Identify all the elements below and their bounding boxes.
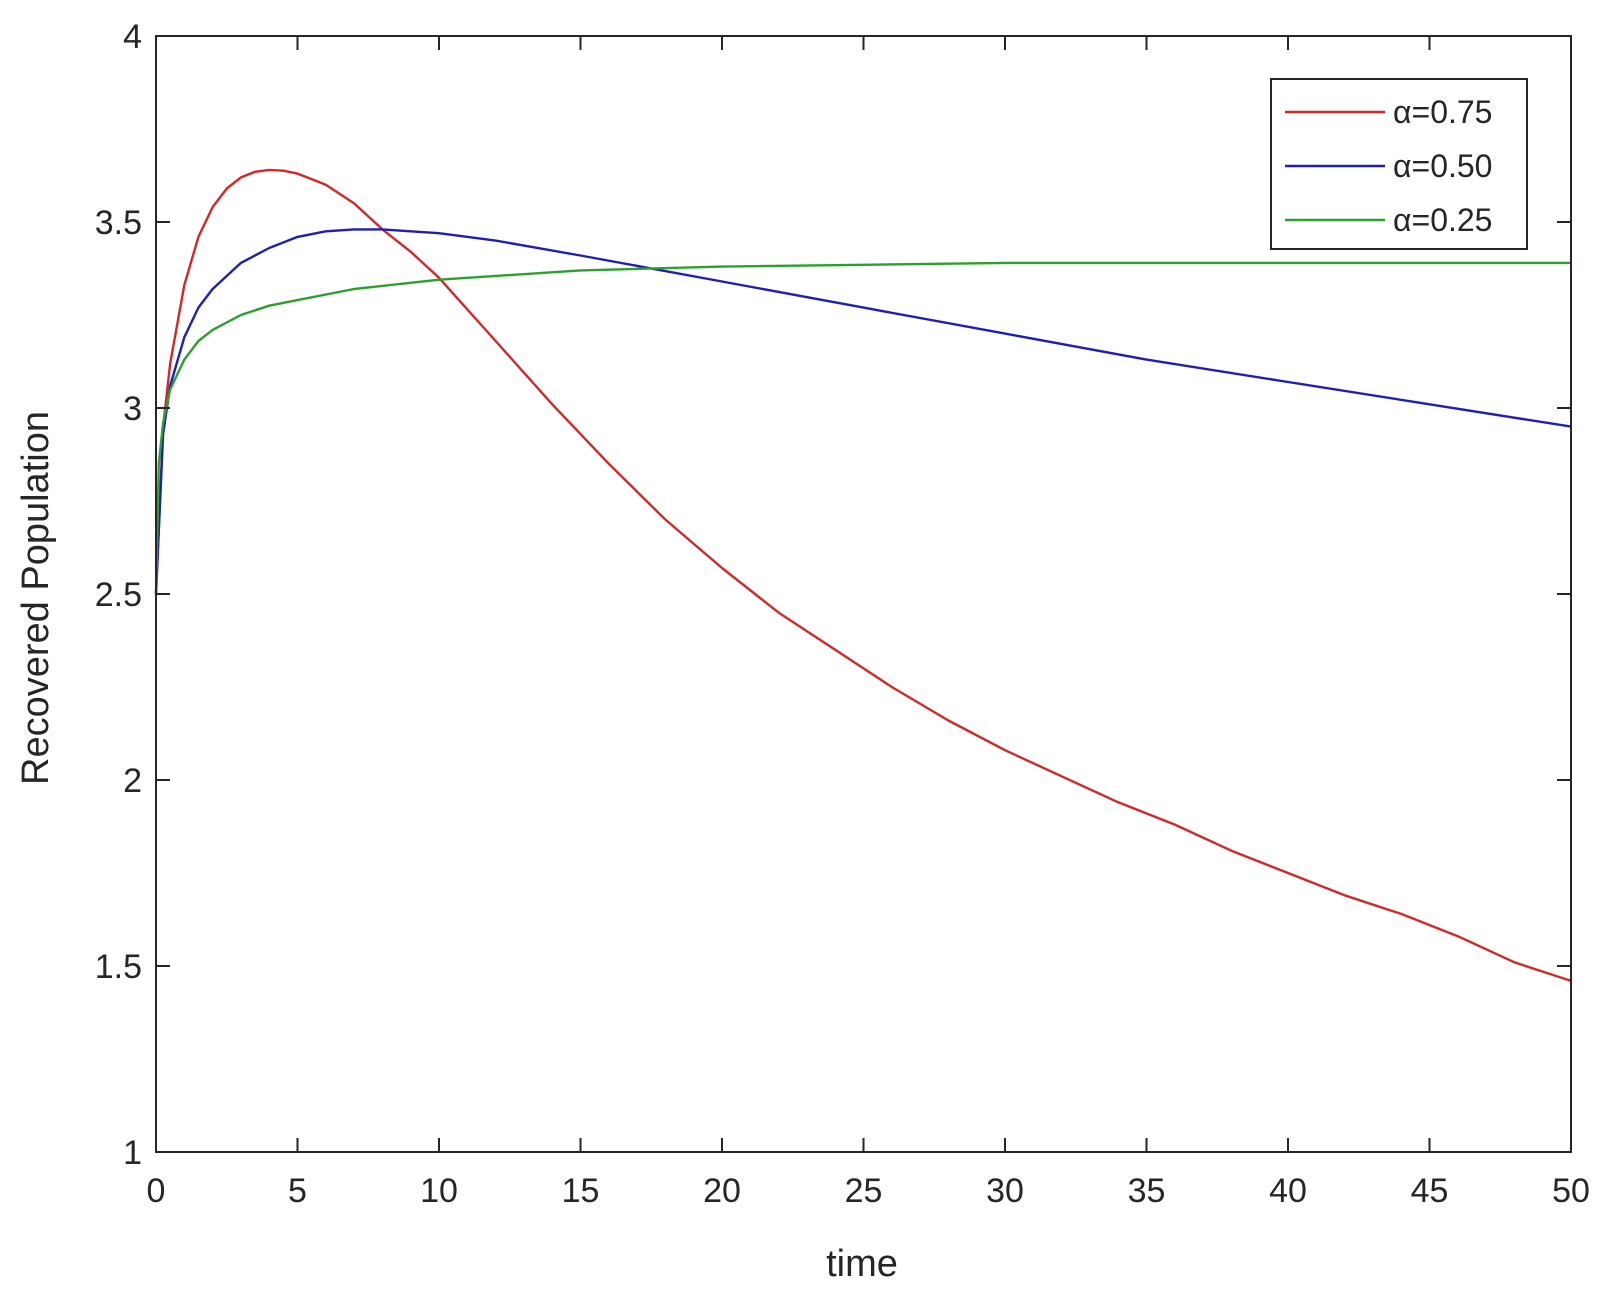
- x-tick-label: 0: [147, 1172, 166, 1210]
- x-tick-label: 45: [1411, 1172, 1449, 1210]
- x-tick-label: 10: [420, 1172, 458, 1210]
- x-tick-label: 15: [562, 1172, 600, 1210]
- series-line-1: [154, 228, 1573, 596]
- x-axis-label: time: [826, 1243, 898, 1285]
- y-tick-label: 2.5: [95, 576, 142, 614]
- x-tick-label: 40: [1269, 1172, 1307, 1210]
- legend-entry-0: α=0.75: [1393, 94, 1492, 130]
- x-axis-ticks: 0 5 10 15 20 25 30 35 40 45 50: [147, 36, 1590, 1210]
- y-tick-label: 2: [123, 762, 142, 800]
- y-tick-label: 1.5: [95, 948, 142, 986]
- x-tick-label: 50: [1552, 1172, 1590, 1210]
- x-tick-label: 35: [1128, 1172, 1166, 1210]
- y-tick-label: 1: [123, 1134, 142, 1172]
- x-tick-label: 30: [986, 1172, 1024, 1210]
- y-axis-ticks: 1 1.5 2 2.5 3 3.5 4: [95, 18, 1571, 1172]
- x-tick-label: 5: [288, 1172, 307, 1210]
- x-tick-label: 25: [845, 1172, 883, 1210]
- y-tick-label: 3.5: [95, 204, 142, 242]
- y-tick-label: 3: [123, 390, 142, 428]
- series-line-2: [154, 261, 1573, 596]
- y-tick-label: 4: [123, 18, 142, 56]
- x-tick-label: 20: [703, 1172, 741, 1210]
- legend: α=0.75 α=0.50 α=0.25: [1270, 78, 1528, 250]
- legend-entry-2: α=0.25: [1393, 202, 1492, 238]
- series-line-0: [154, 168, 1573, 983]
- y-axis-label: Recovered Population: [15, 411, 57, 785]
- legend-entry-1: α=0.50: [1393, 148, 1492, 184]
